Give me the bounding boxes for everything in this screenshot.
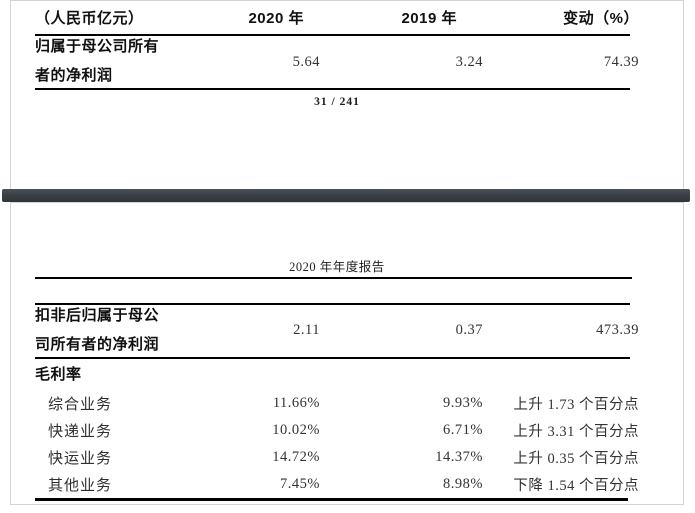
biz-2019: 8.98% [443,475,483,492]
deducted-net-profit-label: 扣非后归属于母公 司所有者的净利润 [35,305,225,357]
table-row: 快递业务 10.02% 6.71% 上升 3.31 个百分点 [35,417,639,444]
biz-2019: 14.37% [435,448,483,465]
page-bottom-content: 2020 年年度报告 扣非后归属于母公 司所有者的净利润 2.11 0.37 4… [35,203,639,501]
deducted-label-line2: 司所有者的净利润 [35,335,160,353]
biz-change: 下降 1.54 个百分点 [513,477,639,494]
biz-2019: 6.71% [443,421,483,438]
biz-2019: 9.93% [443,394,483,411]
biz-label: 综合业务 [48,395,113,413]
gross-margin-section-row: 毛利率 [35,359,639,390]
table-bottom-rule [35,497,628,501]
header-currency-unit: （人民币亿元） [35,10,144,27]
header-rule [35,277,632,279]
biz-change: 上升 1.73 个百分点 [513,396,639,413]
report-title: 2020 年年度报告 [289,260,385,274]
header-2020: 2020 年 [248,10,304,27]
biz-2020: 14.72% [272,448,320,465]
biz-label: 快运业务 [48,449,113,467]
biz-change: 上升 0.35 个百分点 [513,450,639,467]
page-top-content: （人民币亿元） 2020 年 2019 年 变动（%） 归属于母公司所有 者的净… [35,1,639,108]
net-profit-row: 归属于母公司所有 者的净利润 5.64 3.24 74.39 [35,36,639,88]
biz-2020: 7.45% [280,475,320,492]
deducted-net-profit-row: 扣非后归属于母公 司所有者的净利润 2.11 0.37 473.39 [35,305,639,357]
header-change: 变动（%） [563,10,639,27]
table-row: 其他业务 7.45% 8.98% 下降 1.54 个百分点 [35,471,639,498]
page-separator-bar [2,189,690,202]
net-profit-2020: 5.64 [292,53,320,70]
biz-change: 上升 3.31 个百分点 [513,423,639,440]
net-profit-label: 归属于母公司所有 者的净利润 [35,36,225,88]
table-header-row: （人民币亿元） 2020 年 2019 年 变动（%） [35,1,639,34]
net-profit-label-line2: 者的净利润 [35,67,113,84]
deducted-change: 473.39 [596,322,639,338]
table-row: 综合业务 11.66% 9.93% 上升 1.73 个百分点 [35,390,639,417]
net-profit-change: 74.39 [603,53,639,70]
biz-2020: 11.66% [272,394,320,411]
page-top: （人民币亿元） 2020 年 2019 年 变动（%） 归属于母公司所有 者的净… [10,0,684,190]
table-rule [35,88,630,90]
gross-margin-label: 毛利率 [35,365,82,383]
deducted-label-line1: 扣非后归属于母公 [35,306,160,324]
biz-label: 其他业务 [48,476,113,494]
deducted-2020: 2.11 [293,322,320,338]
net-profit-2019: 3.24 [455,53,483,70]
net-profit-label-line1: 归属于母公司所有 [35,38,160,55]
table-rule [35,302,630,305]
table-row: 快运业务 14.72% 14.37% 上升 0.35 个百分点 [35,444,639,471]
biz-label: 快递业务 [48,422,113,440]
table-rule [35,356,630,359]
page-bottom: 2020 年年度报告 扣非后归属于母公 司所有者的净利润 2.11 0.37 4… [10,202,684,505]
page-number: 31 / 241 [314,96,360,108]
header-2019: 2019 年 [401,10,457,27]
table-rule [35,34,630,36]
biz-2020: 10.02% [272,421,320,438]
deducted-2019: 0.37 [455,322,483,338]
